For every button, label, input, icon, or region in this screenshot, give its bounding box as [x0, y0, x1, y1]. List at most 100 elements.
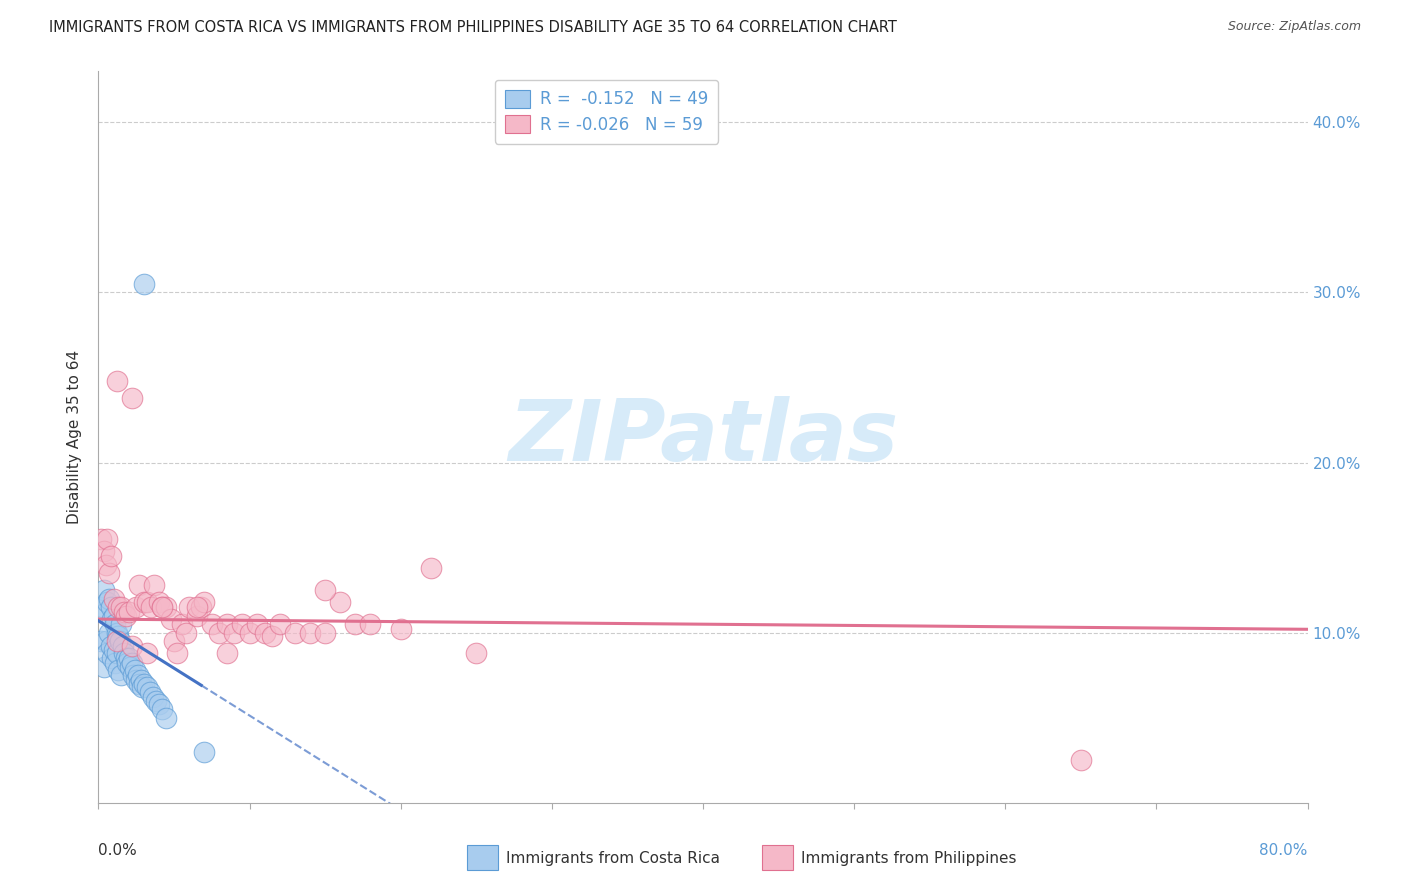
Point	[143, 578, 166, 592]
Point	[142, 690, 165, 705]
Point	[96, 646, 118, 660]
Point	[239, 625, 262, 640]
Point	[132, 277, 155, 291]
Point	[166, 646, 188, 660]
Point	[1070, 753, 1092, 767]
Point	[115, 657, 138, 671]
Point	[90, 532, 112, 546]
Point	[121, 640, 143, 654]
Point	[103, 608, 125, 623]
Point	[90, 634, 112, 648]
Point	[174, 625, 197, 640]
Point	[360, 617, 382, 632]
Point	[112, 605, 135, 619]
Point	[344, 617, 367, 632]
Point	[114, 651, 136, 665]
Point	[120, 659, 142, 673]
Point	[135, 680, 157, 694]
Point	[110, 668, 132, 682]
Point	[215, 646, 238, 660]
Point	[121, 391, 143, 405]
Point	[94, 605, 117, 619]
Point	[145, 694, 167, 708]
Point	[107, 663, 129, 677]
Text: Immigrants from Philippines: Immigrants from Philippines	[801, 851, 1017, 865]
Point	[107, 629, 129, 643]
Point	[179, 600, 201, 615]
Point	[110, 617, 132, 632]
Point	[98, 566, 121, 581]
Point	[125, 600, 148, 615]
Point	[93, 659, 115, 673]
Point	[262, 629, 284, 643]
Point	[208, 625, 231, 640]
Point	[101, 612, 124, 626]
Point	[128, 677, 150, 691]
Text: Immigrants from Costa Rica: Immigrants from Costa Rica	[506, 851, 720, 865]
Point	[150, 702, 173, 716]
Point	[105, 646, 128, 660]
Point	[389, 622, 412, 636]
Point	[98, 625, 121, 640]
Point	[224, 625, 246, 640]
Point	[186, 608, 208, 623]
Point	[91, 600, 114, 615]
Point	[284, 625, 307, 640]
Point	[105, 634, 128, 648]
Point	[253, 625, 276, 640]
Point	[98, 591, 121, 606]
Point	[141, 600, 163, 615]
Point	[329, 595, 352, 609]
Point	[100, 640, 122, 654]
Point	[100, 600, 122, 615]
Point	[104, 617, 127, 632]
Point	[269, 617, 291, 632]
Point	[129, 673, 152, 688]
Point	[163, 634, 186, 648]
Point	[105, 625, 128, 640]
Point	[100, 549, 122, 563]
Point	[150, 600, 173, 615]
Point	[118, 605, 141, 619]
Point	[186, 600, 208, 615]
Point	[103, 642, 125, 657]
Point	[420, 561, 443, 575]
Point	[125, 673, 148, 688]
Point	[108, 634, 131, 648]
Point	[170, 617, 193, 632]
Legend: R =  -0.152   N = 49, R = -0.026   N = 59: R = -0.152 N = 49, R = -0.026 N = 59	[495, 79, 718, 144]
Point	[124, 663, 146, 677]
Point	[122, 668, 145, 682]
Text: IMMIGRANTS FROM COSTA RICA VS IMMIGRANTS FROM PHILIPPINES DISABILITY AGE 35 TO 6: IMMIGRANTS FROM COSTA RICA VS IMMIGRANTS…	[49, 20, 897, 35]
Point	[104, 657, 127, 671]
Point	[107, 600, 129, 615]
Point	[118, 651, 141, 665]
Point	[201, 617, 224, 632]
Point	[110, 600, 132, 615]
Point	[127, 668, 149, 682]
Point	[246, 617, 269, 632]
Point	[160, 612, 183, 626]
Point	[128, 578, 150, 592]
Point	[148, 595, 170, 609]
Point	[465, 646, 488, 660]
Point	[155, 600, 177, 615]
Text: 80.0%: 80.0%	[1260, 843, 1308, 858]
Point	[131, 680, 153, 694]
Point	[112, 646, 135, 660]
Point	[132, 595, 155, 609]
Point	[314, 583, 336, 598]
Y-axis label: Disability Age 35 to 64: Disability Age 35 to 64	[67, 350, 83, 524]
Point	[96, 595, 118, 609]
Point	[111, 640, 134, 654]
Point	[231, 617, 253, 632]
Point	[155, 711, 177, 725]
Point	[96, 532, 118, 546]
Point	[299, 625, 322, 640]
Point	[148, 697, 170, 711]
Point	[215, 617, 238, 632]
Point	[190, 600, 212, 615]
Text: 0.0%: 0.0%	[98, 843, 138, 858]
Point	[139, 685, 162, 699]
Point	[132, 677, 155, 691]
